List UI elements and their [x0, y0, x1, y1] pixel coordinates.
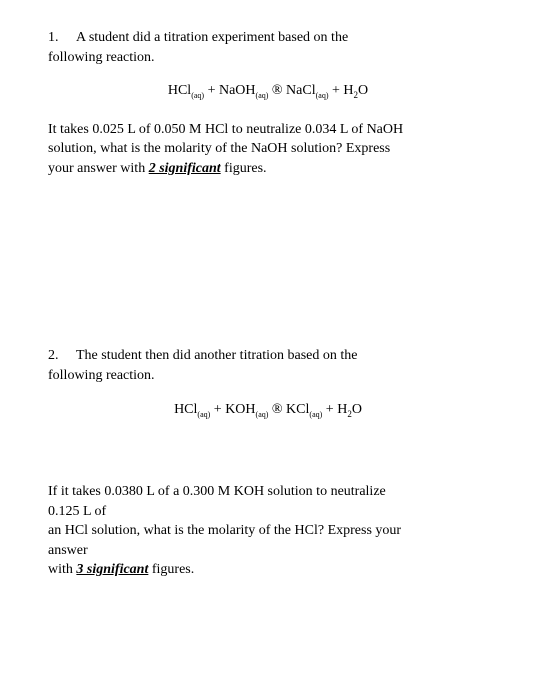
q2-follow-line5b: figures. — [148, 562, 194, 577]
spacer — [48, 178, 488, 346]
question-2: 2.The student then did another titration… — [48, 346, 488, 580]
q2-followup: If it takes 0.0380 L of a 0.300 M KOH so… — [48, 482, 488, 580]
q1-intro: 1.A student did a titration experiment b… — [48, 28, 488, 67]
question-1: 1.A student did a titration experiment b… — [48, 28, 488, 178]
q2-follow-line1: If it takes 0.0380 L of a 0.300 M KOH so… — [48, 484, 386, 499]
q1-intro-line1: A student did a titration experiment bas… — [76, 30, 348, 45]
q1-number: 1. — [48, 28, 76, 48]
q2-intro: 2.The student then did another titration… — [48, 346, 488, 385]
q1-intro-line2: following reaction. — [48, 50, 155, 65]
q2-follow-line2: 0.125 L of — [48, 504, 106, 519]
q1-follow-line2: solution, what is the molarity of the Na… — [48, 141, 390, 156]
q2-intro-line2: following reaction. — [48, 368, 155, 383]
q1-followup: It takes 0.025 L of 0.050 M HCl to neutr… — [48, 120, 488, 179]
q1-follow-line3b: figures. — [221, 161, 267, 176]
q2-emphasis: 3 significant — [76, 562, 148, 577]
q2-follow-line3: an HCl solution, what is the molarity of… — [48, 523, 401, 538]
spacer-med — [48, 438, 488, 478]
q2-equation: HCl(aq) + KOH(aq) ® KCl(aq) + H2O — [48, 400, 488, 420]
q1-follow-line1: It takes 0.025 L of 0.050 M HCl to neutr… — [48, 122, 403, 137]
q1-follow-line3a: your answer with — [48, 161, 149, 176]
q2-number: 2. — [48, 346, 76, 366]
q2-intro-line1: The student then did another titration b… — [76, 348, 357, 363]
q2-follow-line4: answer — [48, 543, 88, 558]
q2-follow-line5a: with — [48, 562, 76, 577]
q1-emphasis: 2 significant — [149, 161, 221, 176]
q1-equation: HCl(aq) + NaOH(aq) ® NaCl(aq) + H2O — [48, 81, 488, 101]
